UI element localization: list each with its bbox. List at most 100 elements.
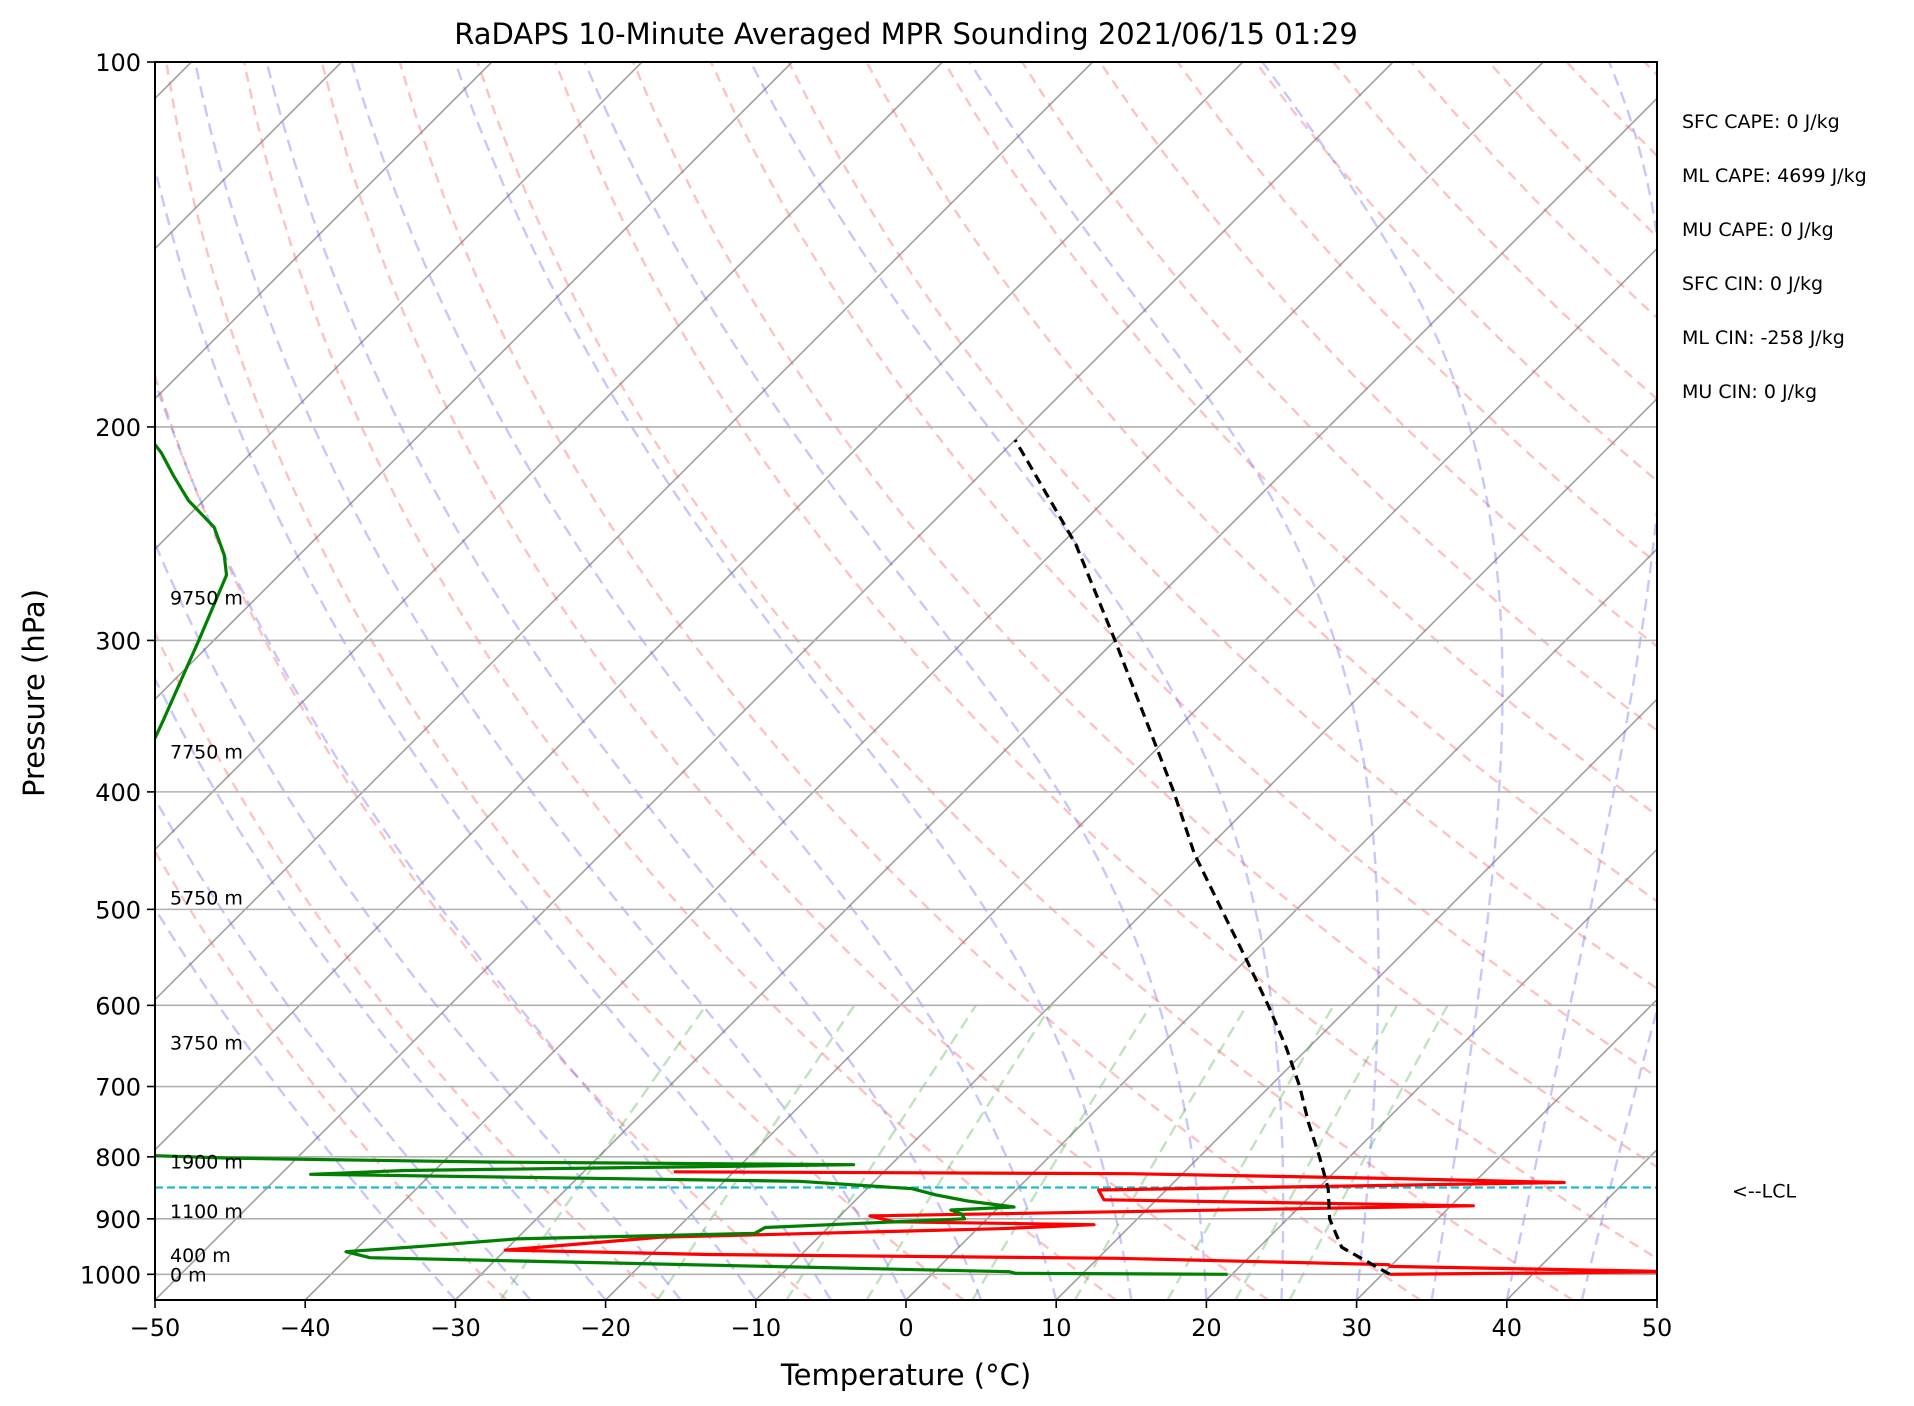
x-tick-label: 30 bbox=[1341, 1314, 1372, 1342]
x-tick-label: −40 bbox=[280, 1314, 331, 1342]
height-label: 3750 m bbox=[170, 1032, 243, 1054]
chart-title: RaDAPS 10-Minute Averaged MPR Sounding 2… bbox=[454, 17, 1358, 51]
dry-adiabat bbox=[1722, 62, 1914, 1300]
dry-adiabat bbox=[1021, 62, 1657, 732]
moist-adiabat bbox=[453, 62, 1133, 1300]
isotherm-line bbox=[454, 97, 1657, 1300]
height-label: 1900 m bbox=[170, 1152, 243, 1174]
isotherm-line bbox=[1205, 848, 1657, 1300]
mixing-ratio-line bbox=[1234, 1004, 1399, 1300]
moist-adiabat bbox=[155, 540, 682, 1300]
stat-label: SFC CIN: 0 J/kg bbox=[1682, 273, 1823, 295]
moist-adiabat bbox=[155, 796, 532, 1300]
isotherm-line bbox=[1656, 1298, 1657, 1300]
stat-label: MU CIN: 0 J/kg bbox=[1682, 381, 1817, 403]
x-tick-label: 20 bbox=[1191, 1314, 1222, 1342]
height-label: 7750 m bbox=[170, 741, 243, 763]
dry-adiabat bbox=[1254, 62, 1657, 483]
mixing-ratio-line bbox=[971, 1004, 1152, 1300]
moist-adiabat bbox=[1580, 1005, 1657, 1300]
x-tick-label: −50 bbox=[130, 1314, 181, 1342]
dry-adiabat bbox=[155, 848, 508, 1300]
y-tick-label: 500 bbox=[95, 896, 141, 924]
temperature-profile bbox=[503, 1170, 1657, 1276]
isotherm-line bbox=[155, 62, 1244, 1151]
parcel-profile bbox=[1013, 439, 1391, 1276]
y-tick-label: 300 bbox=[95, 627, 141, 655]
moist-adiabat bbox=[583, 62, 1208, 1300]
moist-adiabat bbox=[1505, 62, 1657, 1300]
dry-adiabat bbox=[1410, 62, 1657, 320]
stability-indices: SFC CAPE: 0 J/kg ML CAPE: 4699 J/kg MU CAP… bbox=[1682, 111, 1867, 403]
mixing-ratio-line bbox=[865, 1004, 1053, 1300]
dry-adiabat bbox=[1098, 62, 1657, 648]
moist-adiabat bbox=[155, 676, 607, 1300]
isotherm-line bbox=[155, 62, 1394, 1300]
height-label: 1100 m bbox=[170, 1201, 243, 1223]
x-tick-label: 40 bbox=[1492, 1314, 1523, 1342]
mixing-ratio-line bbox=[785, 1004, 978, 1300]
x-tick-label: 50 bbox=[1642, 1314, 1673, 1342]
isotherm-line bbox=[1356, 998, 1657, 1300]
dry-adiabat bbox=[865, 62, 1657, 903]
moist-adiabat bbox=[968, 62, 1380, 1300]
mixing-ratio-line bbox=[499, 1004, 707, 1300]
dry-adiabat bbox=[709, 62, 1657, 1079]
isotherm-line bbox=[1506, 1148, 1657, 1300]
dry-adiabat bbox=[943, 62, 1657, 817]
moist-adiabat bbox=[265, 62, 983, 1300]
dry-adiabat bbox=[631, 62, 1657, 1169]
moist-adiabat bbox=[155, 906, 457, 1300]
dry-adiabat bbox=[1565, 62, 1657, 158]
isotherm-line bbox=[155, 62, 643, 551]
dry-adiabat bbox=[1488, 62, 1657, 239]
y-tick-label: 1000 bbox=[80, 1261, 141, 1289]
stat-label: SFC CAPE: 0 J/kg bbox=[1682, 111, 1840, 133]
dry-adiabat bbox=[554, 62, 1657, 1260]
stat-label: ML CIN: -258 J/kg bbox=[1682, 327, 1845, 349]
y-tick-label: 800 bbox=[95, 1144, 141, 1172]
dry-adiabat bbox=[787, 62, 1657, 990]
moist-adiabat bbox=[155, 163, 832, 1300]
lcl-label: <--LCL bbox=[1732, 1181, 1796, 1203]
height-label: 0 m bbox=[170, 1264, 207, 1286]
moist-adiabat bbox=[749, 62, 1285, 1300]
moist-adiabat bbox=[350, 62, 1058, 1300]
dry-adiabat bbox=[155, 372, 813, 1300]
y-tick-label: 200 bbox=[95, 414, 141, 442]
x-tick-label: −10 bbox=[730, 1314, 781, 1342]
sounding-traces bbox=[155, 439, 1657, 1276]
dry-adiabat bbox=[1643, 62, 1657, 77]
isotherm-line bbox=[155, 62, 793, 701]
y-tick-label: 100 bbox=[95, 49, 141, 77]
y-tick-label: 700 bbox=[95, 1074, 141, 1102]
x-tick-label: −20 bbox=[580, 1314, 631, 1342]
x-tick-label: 0 bbox=[898, 1314, 913, 1342]
isotherm-line bbox=[1055, 698, 1657, 1300]
x-axis-title: Temperature (°C) bbox=[780, 1358, 1031, 1392]
isotherm-line bbox=[755, 397, 1657, 1300]
pressure-gridlines bbox=[155, 61, 1657, 1276]
isotherm-line bbox=[304, 62, 1544, 1300]
isotherm-line bbox=[905, 547, 1657, 1300]
height-label: 9750 m bbox=[170, 587, 243, 609]
stat-label: ML CAPE: 4699 J/kg bbox=[1682, 165, 1867, 187]
height-labels: 9750 m 7750 m 5750 m 3750 m 1900 m 1100 m 400 … bbox=[170, 587, 243, 1286]
y-tick-label: 600 bbox=[95, 992, 141, 1020]
isotherm-line bbox=[605, 247, 1657, 1300]
mixing-ratio-line bbox=[1288, 1004, 1449, 1300]
x-tick-label: −30 bbox=[430, 1314, 481, 1342]
moist-adiabat bbox=[1261, 62, 1504, 1300]
background-lines bbox=[155, 62, 1914, 1300]
stat-label: MU CAPE: 0 J/kg bbox=[1682, 219, 1834, 241]
dry-adiabat bbox=[320, 62, 1269, 1300]
isotherm-line bbox=[155, 62, 943, 851]
isotherm-line bbox=[155, 62, 493, 400]
height-label: 5750 m bbox=[170, 888, 243, 910]
isotherm-line bbox=[155, 62, 1094, 1001]
dewpoint-profile bbox=[155, 441, 1228, 1276]
dry-adiabat bbox=[165, 62, 965, 1300]
dry-adiabat bbox=[1332, 62, 1657, 401]
moist-adiabat bbox=[193, 62, 908, 1300]
